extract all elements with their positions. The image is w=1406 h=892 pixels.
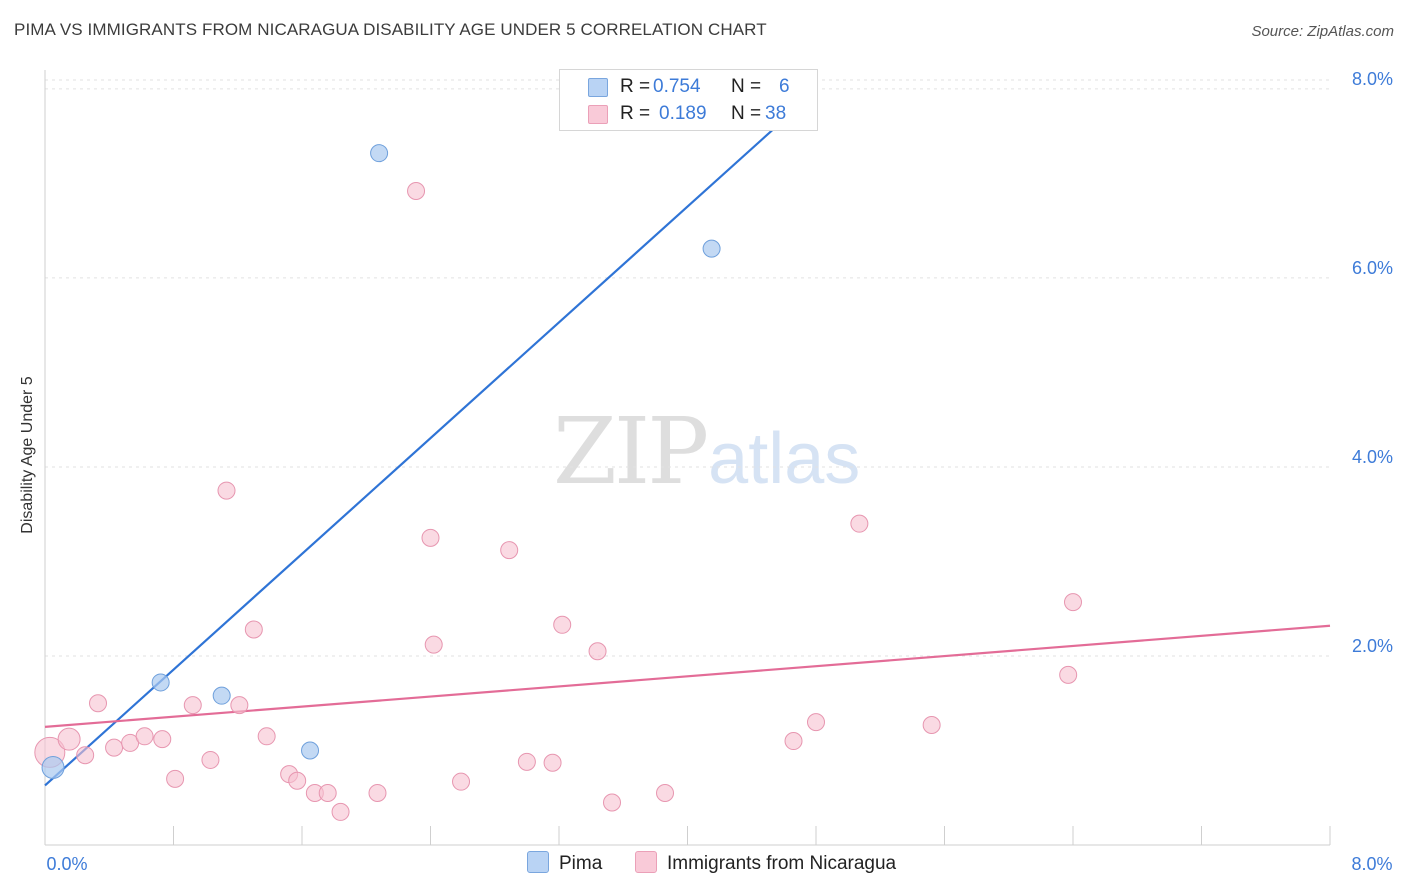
legend-row-pima: R = 0.754 N = 6 (560, 75, 817, 99)
nicaragua-points (34, 181, 1082, 821)
nicaragua-point (1064, 593, 1082, 612)
pima-point (370, 144, 389, 163)
pima-point (41, 756, 65, 779)
nicaragua-point (166, 769, 185, 788)
bottom-legend-nicaragua-label: Immigrants from Nicaragua (667, 853, 897, 874)
pima-point (151, 673, 170, 692)
legend-r-value: 0.754 (653, 76, 701, 97)
nicaragua-point (217, 481, 236, 500)
legend-n-label: N = (731, 103, 762, 124)
trend-lines (44, 89, 1331, 787)
nicaragua-point (105, 738, 124, 757)
nicaragua-point (257, 727, 276, 746)
nicaragua-point (288, 771, 307, 790)
nicaragua-point (784, 732, 803, 751)
y-tick-label: 2.0% (1352, 636, 1393, 656)
nicaragua-point (1059, 665, 1078, 684)
legend-swatch-nicaragua (588, 105, 608, 124)
nicaragua-point (553, 615, 572, 634)
bottom-legend-swatch-pima (527, 851, 549, 873)
source-label: Source: ZipAtlas.com (1251, 23, 1394, 40)
chart-title: PIMA VS IMMIGRANTS FROM NICARAGUA DISABI… (14, 20, 767, 39)
nicaragua-point (368, 784, 387, 803)
pima-points (41, 144, 721, 779)
nicaragua-trend-line (44, 624, 1331, 728)
pima-trend-line (44, 89, 817, 787)
bottom-legend-pima: Pima (527, 851, 602, 875)
bottom-legend-nicaragua: Immigrants from Nicaragua (635, 851, 896, 875)
legend-n-value: 6 (779, 76, 790, 97)
legend-n-label: N = (731, 76, 762, 97)
legend-r-label: R = (620, 103, 651, 124)
nicaragua-point (656, 784, 675, 803)
nicaragua-point (153, 730, 172, 749)
legend-r-label: R = (620, 76, 651, 97)
pima-point (702, 239, 721, 258)
x-tick-label: 0.0% (46, 854, 87, 874)
y-tick-label: 6.0% (1352, 258, 1393, 278)
bottom-legend: Pima Immigrants from Nicaragua (0, 851, 1406, 877)
grid-lines (45, 79, 1330, 657)
y-tick-label: 8.0% (1352, 69, 1393, 89)
nicaragua-point (424, 635, 443, 654)
nicaragua-point (331, 802, 350, 821)
nicaragua-point (57, 727, 81, 751)
legend-row-nicaragua: R = 0.189 N = 38 (560, 102, 817, 126)
pima-point (212, 686, 231, 705)
nicaragua-point (183, 696, 202, 715)
nicaragua-point (135, 727, 154, 746)
x-tick-label: 8.0% (1351, 854, 1392, 874)
legend-n-value: 38 (765, 103, 787, 124)
legend-r-value: 0.189 (659, 103, 707, 124)
bottom-legend-swatch-nicaragua (635, 851, 657, 873)
pima-point (301, 741, 320, 760)
nicaragua-point (517, 752, 536, 771)
nicaragua-point (421, 528, 440, 547)
legend-swatch-pima (588, 78, 608, 97)
axes (44, 70, 1331, 846)
y-tick-label: 4.0% (1352, 447, 1393, 467)
nicaragua-point (603, 793, 622, 812)
nicaragua-point (543, 753, 562, 772)
nicaragua-point (588, 642, 607, 661)
legend: R = 0.754 N = 6 R = 0.189 N = 38 (559, 69, 818, 131)
nicaragua-point (407, 181, 426, 200)
nicaragua-point (89, 694, 108, 713)
nicaragua-point (922, 715, 941, 734)
nicaragua-point (201, 750, 220, 769)
bottom-legend-pima-label: Pima (559, 853, 603, 874)
nicaragua-point (500, 541, 519, 560)
nicaragua-point (76, 746, 95, 765)
nicaragua-point (452, 772, 471, 791)
nicaragua-point (807, 713, 825, 732)
tick-labels: 2.0% 4.0% 6.0% 8.0% 0.0% 8.0% (46, 69, 1393, 874)
nicaragua-point (318, 784, 337, 803)
nicaragua-point (230, 696, 249, 715)
nicaragua-point (244, 620, 263, 639)
nicaragua-point (850, 514, 869, 533)
